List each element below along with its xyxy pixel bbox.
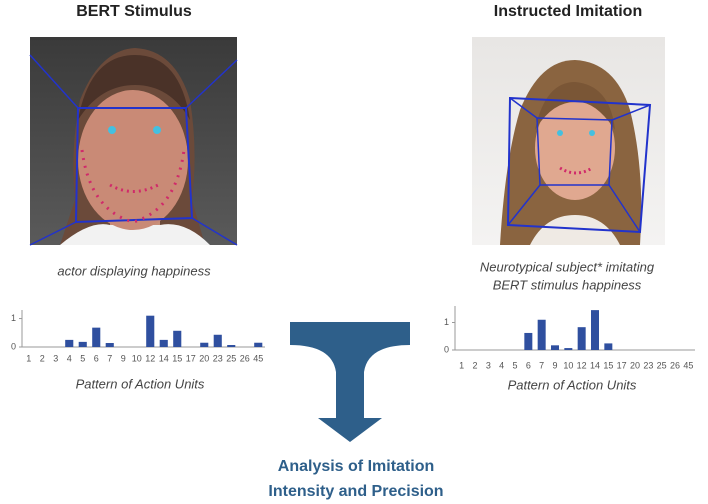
x-tick-label: 23: [643, 360, 653, 370]
x-tick-label: 5: [512, 360, 517, 370]
merge-arrow: [290, 322, 410, 442]
x-tick-label: 25: [657, 360, 667, 370]
y-tick-label: 1: [11, 313, 16, 323]
x-tick-label: 6: [94, 353, 99, 363]
conclusion: Intensity and Precision: [268, 483, 443, 500]
x-tick-label: 10: [132, 353, 142, 363]
x-tick-label: 7: [539, 360, 544, 370]
x-tick-label: 9: [552, 360, 557, 370]
x-tick-label: 26: [670, 360, 680, 370]
bar: [227, 345, 236, 347]
x-tick-label: 5: [80, 353, 85, 363]
x-tick-label: 25: [226, 353, 236, 363]
x-tick-label: 3: [486, 360, 491, 370]
y-tick-label: 0: [444, 344, 449, 354]
x-tick-label: 2: [40, 353, 45, 363]
panel-title: Instructed Imitation: [494, 3, 642, 20]
bar: [146, 315, 155, 347]
conclusion: Analysis of Imitation: [278, 458, 434, 475]
x-tick-label: 14: [590, 360, 600, 370]
x-tick-label: 15: [172, 353, 182, 363]
x-tick-label: 45: [683, 360, 693, 370]
x-tick-label: 1: [459, 360, 464, 370]
x-tick-label: 26: [240, 353, 250, 363]
x-tick-label: 7: [107, 353, 112, 363]
x-tick-label: 14: [159, 353, 169, 363]
bar: [78, 341, 87, 347]
x-tick-label: 4: [67, 353, 72, 363]
x-tick-label: 4: [499, 360, 504, 370]
bar: [604, 343, 613, 350]
caption: BERT stimulus happiness: [493, 277, 642, 292]
y-tick-label: 0: [11, 341, 16, 351]
bar: [524, 332, 533, 350]
bar: [65, 339, 74, 347]
x-tick-label: 20: [630, 360, 640, 370]
caption: Neurotypical subject* imitating: [480, 259, 655, 274]
x-tick-label: 20: [199, 353, 209, 363]
bar: [564, 348, 573, 350]
x-tick-label: 17: [617, 360, 627, 370]
x-tick-label: 17: [186, 353, 196, 363]
x-tick-label: 6: [526, 360, 531, 370]
bar: [254, 342, 263, 347]
bar: [200, 342, 209, 347]
bar: [173, 330, 182, 347]
x-tick-label: 12: [577, 360, 587, 370]
bar: [577, 327, 586, 350]
x-tick-label: 3: [53, 353, 58, 363]
y-tick-label: 1: [444, 317, 449, 327]
bar: [537, 319, 546, 350]
imitation-photo: [472, 37, 665, 245]
panel-title: BERT Stimulus: [76, 3, 192, 20]
caption: actor displaying happiness: [57, 263, 211, 278]
x-tick-label: 15: [603, 360, 613, 370]
bar: [159, 339, 168, 347]
stimulus-photo: [29, 37, 238, 246]
x-tick-label: 10: [563, 360, 573, 370]
bar: [213, 334, 222, 347]
x-tick-label: 9: [121, 353, 126, 363]
chart-caption: Pattern of Action Units: [508, 377, 637, 392]
bar: [105, 343, 114, 347]
x-tick-label: 12: [145, 353, 155, 363]
bar: [551, 345, 559, 350]
x-tick-label: 45: [253, 353, 263, 363]
chart-caption: Pattern of Action Units: [76, 376, 205, 391]
x-tick-label: 23: [213, 353, 223, 363]
x-tick-label: 1: [26, 353, 31, 363]
x-tick-label: 2: [472, 360, 477, 370]
bar: [591, 310, 599, 350]
bar: [92, 327, 101, 347]
